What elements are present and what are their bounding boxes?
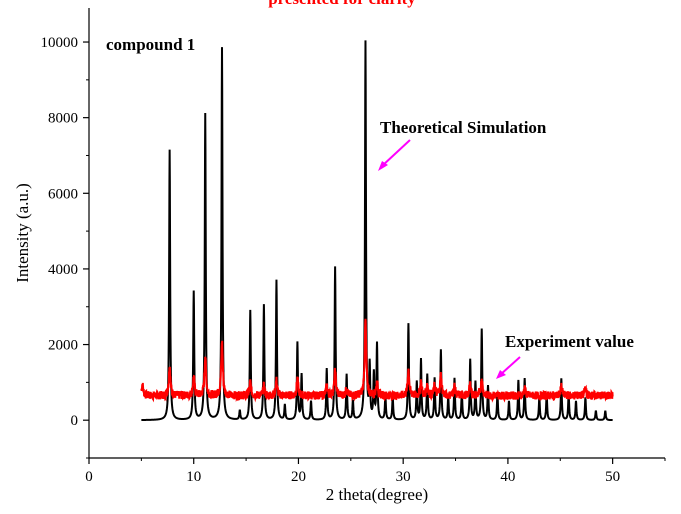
plot-area <box>140 40 614 422</box>
y-axis-title: Intensity (a.u.) <box>13 183 32 283</box>
y-tick-label: 2000 <box>48 338 78 354</box>
annotation-experiment-value: Experiment value <box>505 332 634 351</box>
x-tick-label: 30 <box>396 469 411 485</box>
x-axis-title: 2 theta(degree) <box>326 485 428 504</box>
axis-ticks: 0 10 20 30 40 50 0 2000 4000 6000 8000 10000 <box>41 35 666 485</box>
panel-label: compound 1 <box>106 35 195 54</box>
annotation-theoretical-simulation: Theoretical Simulation <box>380 118 547 137</box>
y-tick-label: 10000 <box>41 35 79 51</box>
y-tick-label: 6000 <box>48 186 78 202</box>
x-tick-label: 20 <box>291 469 306 485</box>
y-tick-label: 8000 <box>48 111 78 127</box>
x-tick-label: 10 <box>186 469 201 485</box>
y-tick-label: 4000 <box>48 262 78 278</box>
x-tick-label: 50 <box>605 469 620 485</box>
annotation-arrow-theoretical <box>378 139 411 171</box>
series-line-theoretical-simulation <box>141 40 613 422</box>
x-tick-label: 0 <box>85 469 93 485</box>
y-tick-label: 0 <box>71 413 79 429</box>
x-tick-label: 40 <box>500 469 515 485</box>
chart-title: presented for clarity <box>268 0 416 8</box>
series-line-experiment-value <box>140 318 614 403</box>
annotation-arrow-experiment <box>496 356 521 379</box>
